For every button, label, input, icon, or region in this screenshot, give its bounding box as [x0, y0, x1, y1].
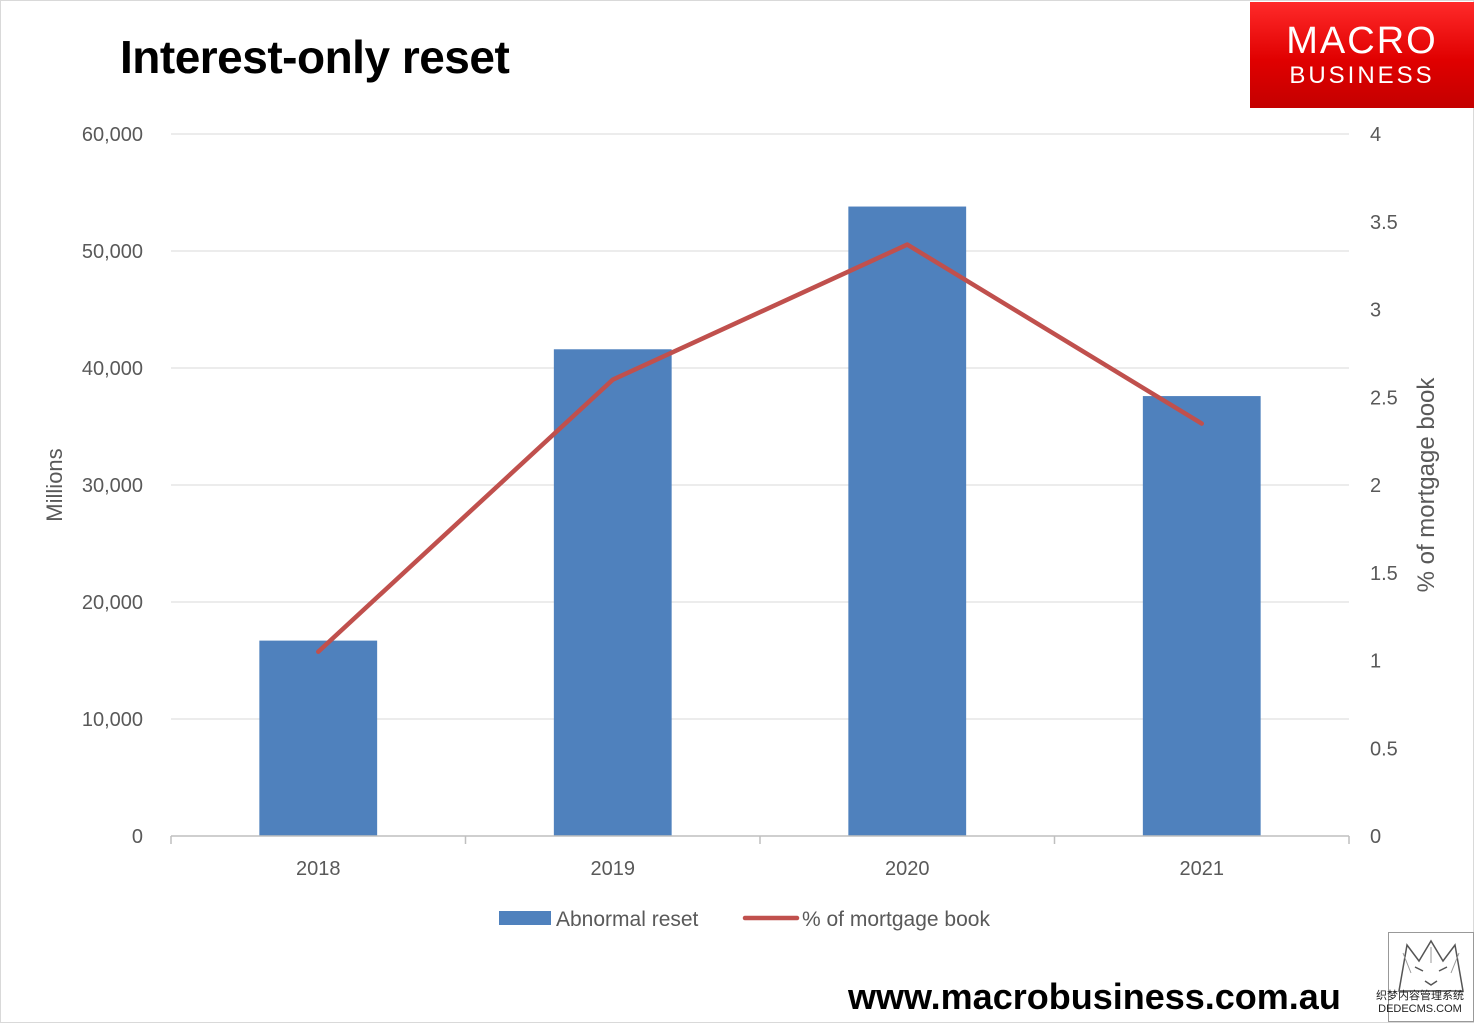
bar-2018 — [259, 640, 378, 836]
y-tick-label: 30,000 — [82, 475, 143, 497]
bar-2021 — [1142, 396, 1261, 836]
y2-tick-label: 0 — [1370, 826, 1381, 848]
y2-tick-label: 2.5 — [1370, 387, 1398, 409]
y2-tick-label: 1 — [1370, 651, 1381, 673]
legend-label-line: % of mortgage book — [802, 908, 990, 931]
y2-tick-label: 1.5 — [1370, 563, 1398, 585]
legend-swatch-bar — [499, 911, 551, 925]
line-series — [316, 242, 1204, 654]
y2-axis-title: % of mortgage book — [1413, 377, 1440, 593]
y-tick-label: 10,000 — [82, 709, 143, 731]
line-mortgage-book — [316, 242, 1204, 654]
bar-2019 — [553, 349, 672, 836]
y-tick-label: 60,000 — [82, 124, 143, 146]
website-url: www.macrobusiness.com.au — [848, 976, 1341, 1017]
bar-2020 — [848, 206, 967, 837]
x-tick-label: 2019 — [591, 858, 636, 880]
y2-tick-label: 4 — [1370, 124, 1381, 146]
y-tick-label: 50,000 — [82, 241, 143, 263]
y2-tick-label: 3.5 — [1370, 212, 1398, 234]
watermark-line-1: 织梦内容管理系统 — [1376, 990, 1464, 1002]
y2-tick-label: 3 — [1370, 300, 1381, 322]
y-tick-label: 40,000 — [82, 358, 143, 380]
y-tick-label: 20,000 — [82, 592, 143, 614]
watermark-line-2: DEDECMS.COM — [1378, 1003, 1462, 1015]
y-tick-label: 0 — [132, 826, 143, 848]
watermark-text: 织梦内容管理系统 DEDECMS.COM — [1364, 990, 1476, 1016]
bar-series — [259, 206, 1261, 837]
y2-tick-label: 0.5 — [1370, 738, 1398, 760]
x-tick-label: 2021 — [1180, 858, 1225, 880]
x-tick-label: 2018 — [296, 858, 341, 880]
x-tick-label: 2020 — [885, 858, 930, 880]
chart-title: Interest-only reset — [120, 31, 510, 83]
logo-text-business: BUSINESS — [1289, 62, 1435, 89]
wolf-logo-icon — [1388, 932, 1474, 1022]
y-axis-title: Millions — [42, 448, 67, 521]
macrobusiness-logo: MACRO BUSINESS — [1250, 2, 1474, 108]
legend: Abnormal reset % of mortgage book — [499, 908, 990, 931]
legend-label-bar: Abnormal reset — [556, 908, 699, 931]
y2-tick-label: 2 — [1370, 475, 1381, 497]
axes: 0 10,000 20,000 30,000 40,000 50,000 60,000 0 0.… — [42, 124, 1440, 880]
logo-text-macro: MACRO — [1286, 20, 1438, 62]
